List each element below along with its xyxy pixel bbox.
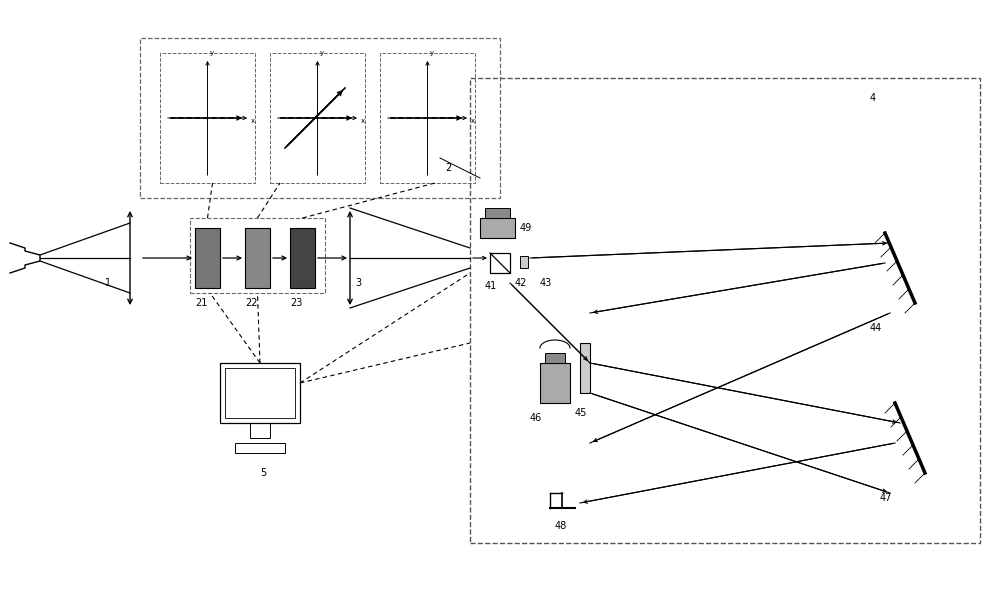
Text: x: x	[471, 118, 475, 124]
Text: 42: 42	[515, 278, 527, 288]
Bar	[540, 363, 570, 403]
Text: 43: 43	[540, 278, 552, 288]
Bar	[490, 253, 510, 273]
Text: 22: 22	[245, 298, 258, 308]
Bar	[470, 78, 980, 543]
Bar	[485, 208, 510, 218]
Bar	[195, 228, 220, 288]
Bar	[270, 53, 365, 183]
Bar	[250, 423, 270, 438]
Bar	[225, 368, 295, 418]
Text: x: x	[251, 118, 255, 124]
Text: 23: 23	[290, 298, 302, 308]
Bar	[160, 53, 255, 183]
Text: x: x	[361, 118, 365, 124]
Bar	[545, 353, 565, 363]
Text: 5: 5	[260, 468, 266, 478]
Bar	[235, 443, 285, 453]
Bar	[290, 228, 315, 288]
Text: 1: 1	[105, 278, 111, 288]
Text: y: y	[430, 50, 434, 56]
Text: 45: 45	[575, 408, 587, 418]
Bar	[580, 343, 590, 393]
Text: 47: 47	[880, 493, 892, 503]
Text: 49: 49	[520, 223, 532, 233]
Text: 41: 41	[485, 281, 497, 291]
Bar	[520, 256, 528, 268]
Text: y: y	[320, 50, 324, 56]
Bar	[190, 218, 325, 293]
Text: 46: 46	[530, 413, 542, 423]
Text: 2: 2	[445, 163, 451, 173]
Text: 3: 3	[355, 278, 361, 288]
Text: y: y	[210, 50, 214, 56]
Bar	[220, 363, 300, 423]
Text: 21: 21	[195, 298, 207, 308]
Text: 44: 44	[870, 323, 882, 333]
Bar	[480, 218, 515, 238]
Bar	[245, 228, 270, 288]
Bar	[380, 53, 475, 183]
Text: 4: 4	[870, 93, 876, 103]
Text: 48: 48	[555, 521, 567, 531]
Bar	[140, 38, 500, 198]
